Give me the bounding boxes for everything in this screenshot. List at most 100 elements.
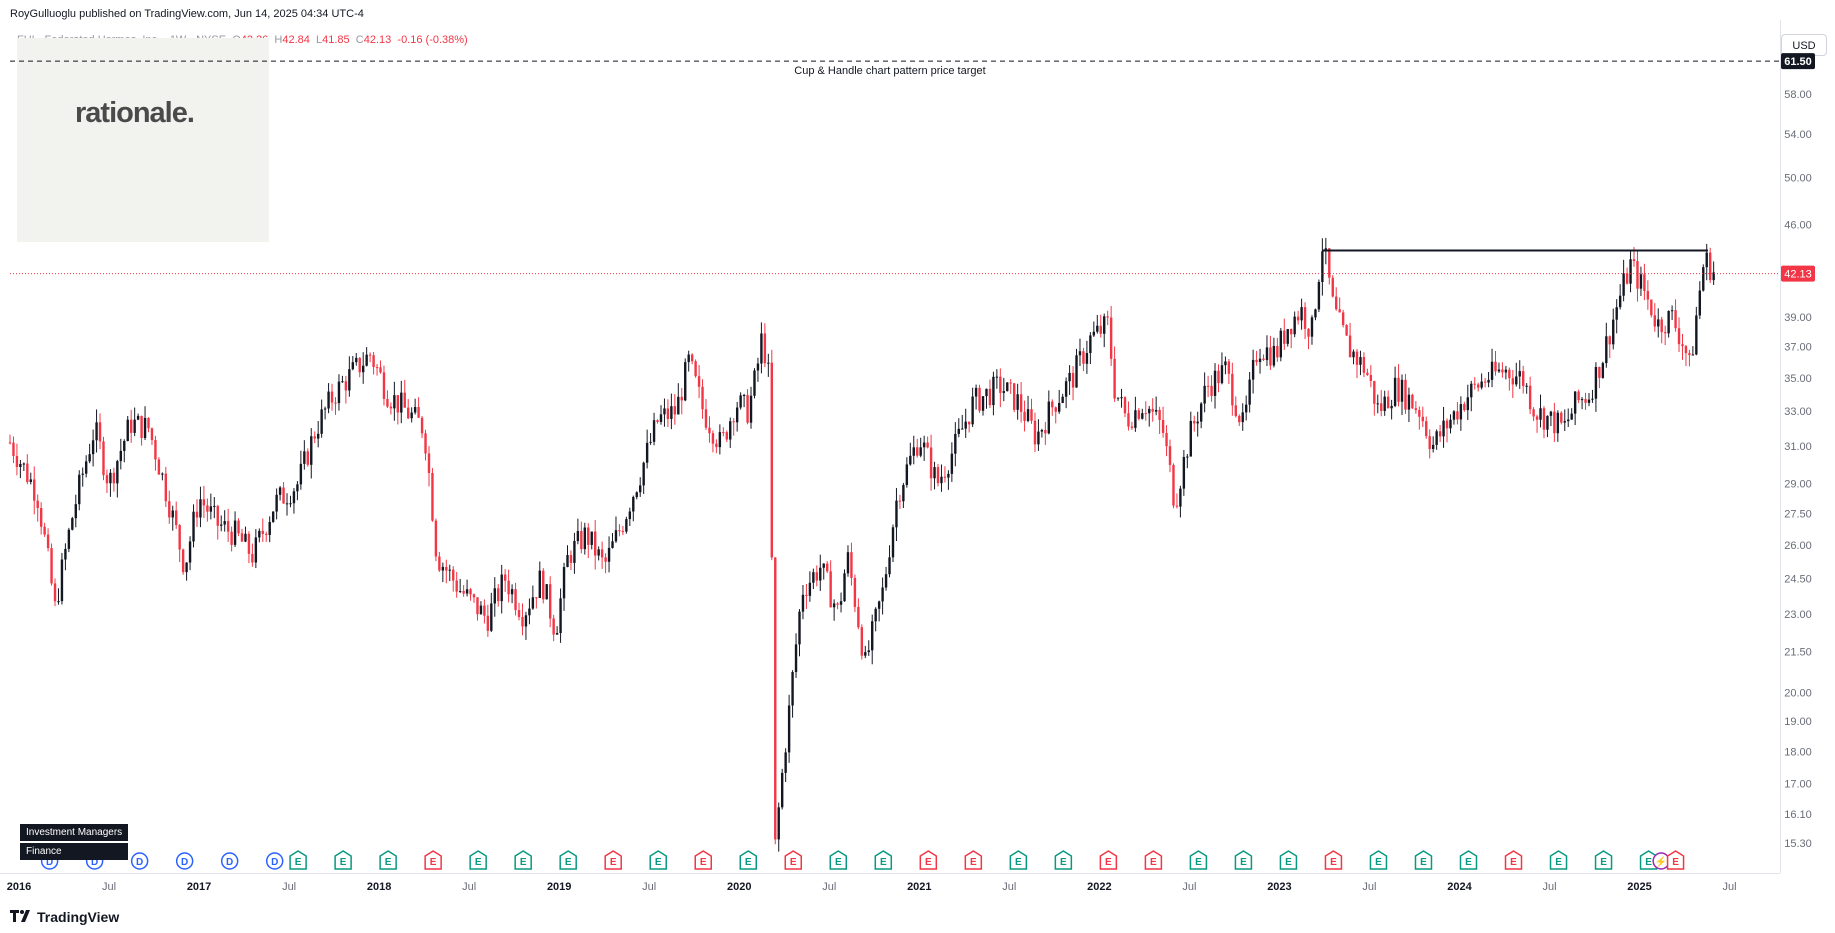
candle-body — [1341, 312, 1345, 326]
earnings-icon: E — [289, 850, 307, 870]
earnings-icon: E — [469, 850, 487, 870]
candle-body — [1286, 329, 1289, 344]
svg-text:E: E — [1465, 857, 1472, 868]
candle-body — [1483, 381, 1487, 383]
candle-body — [528, 608, 531, 616]
x-tick-label: 2018 — [367, 881, 391, 893]
candle-body — [1494, 361, 1497, 372]
candle-body — [1303, 307, 1307, 329]
candle-body — [1587, 399, 1591, 403]
candle-body — [1695, 315, 1698, 355]
svg-text:E: E — [1060, 857, 1067, 868]
candle-body — [950, 453, 954, 474]
candle-body — [1608, 336, 1611, 345]
svg-text:E: E — [565, 857, 572, 868]
candle-body — [1601, 363, 1605, 378]
close-value: 42.13 — [363, 34, 392, 46]
svg-text:⚡: ⚡ — [1655, 855, 1667, 868]
candle-body — [531, 597, 535, 609]
candle-body — [742, 394, 746, 396]
candle-body — [1476, 384, 1480, 388]
candle-body — [770, 362, 773, 558]
earnings-icon: E — [1414, 850, 1433, 870]
candle-body — [1231, 373, 1234, 406]
candle-body — [1054, 407, 1057, 412]
svg-text:E: E — [1105, 857, 1112, 868]
candle-body — [690, 354, 694, 362]
candle-body — [656, 420, 659, 422]
candle-body — [1258, 358, 1262, 363]
candle-body — [510, 589, 514, 595]
candle-body — [562, 567, 566, 599]
candle-body — [497, 588, 500, 602]
candle-body — [188, 541, 192, 563]
candle-body — [947, 473, 950, 478]
candle-body — [801, 594, 805, 612]
candle-body — [898, 500, 902, 502]
candle-body — [1220, 365, 1224, 384]
svg-text:E: E — [295, 857, 302, 868]
candle-body — [400, 392, 403, 413]
candle-body — [1262, 358, 1265, 361]
candle-body — [1456, 411, 1459, 420]
candle-body — [954, 433, 957, 454]
candle-body — [1186, 456, 1189, 458]
svg-text:E: E — [925, 857, 932, 868]
candle-body — [278, 487, 282, 495]
candle-body — [1570, 413, 1573, 420]
candle-body — [22, 463, 26, 465]
candle-body — [777, 807, 780, 840]
candle-body — [1445, 420, 1449, 429]
candle-body — [1348, 335, 1352, 358]
candle-body — [1712, 272, 1715, 281]
svg-text:E: E — [1510, 857, 1517, 868]
tradingview-brand[interactable]: TradingView — [37, 909, 120, 925]
candle-body — [1064, 381, 1068, 397]
candle-body — [1522, 371, 1525, 386]
svg-text:E: E — [1285, 857, 1292, 868]
x-tick-label: Jul — [282, 881, 296, 893]
candle-body — [33, 479, 36, 501]
candle-body — [756, 363, 760, 371]
earnings-icon: E — [1054, 850, 1073, 870]
candle-body — [36, 500, 39, 509]
sector-badge-finance[interactable]: Finance — [20, 843, 128, 860]
candle-body — [1698, 290, 1702, 316]
candle-body — [725, 432, 728, 440]
logo-text: rationale. — [75, 97, 195, 129]
candle-body — [832, 603, 836, 608]
candle-body — [136, 415, 140, 420]
candle-body — [1463, 404, 1466, 411]
candle-body — [538, 570, 541, 598]
dividend-icon: D — [265, 852, 284, 870]
candle-body — [625, 519, 628, 532]
candle-body — [964, 421, 967, 429]
candle-body — [673, 406, 677, 415]
candle-body — [535, 597, 538, 599]
candle-body — [1380, 403, 1383, 411]
candle-body — [1549, 411, 1553, 416]
candle-body — [1438, 431, 1442, 437]
earnings-icon: E — [874, 850, 893, 870]
earnings-icon: E — [514, 850, 532, 870]
candle-body — [64, 548, 67, 560]
candle-body — [819, 567, 822, 581]
candle-body — [635, 492, 638, 498]
candle-body — [84, 461, 88, 474]
candle-body — [226, 521, 230, 532]
price-axis[interactable] — [1780, 20, 1835, 873]
candle-body — [694, 361, 697, 377]
candle-body — [1487, 379, 1490, 383]
candle-body — [458, 590, 462, 592]
earnings-icon: E — [1189, 850, 1208, 870]
candle-body — [1546, 415, 1549, 430]
candle-body — [1390, 405, 1393, 409]
candle-body — [1113, 358, 1116, 399]
currency-button[interactable]: USD — [1781, 34, 1827, 56]
x-tick-label: Jul — [1723, 881, 1737, 893]
candle-body — [1636, 261, 1639, 289]
candle-body — [822, 563, 825, 568]
candle-body — [431, 472, 434, 521]
sector-badge[interactable]: Investment Managers — [20, 824, 129, 841]
